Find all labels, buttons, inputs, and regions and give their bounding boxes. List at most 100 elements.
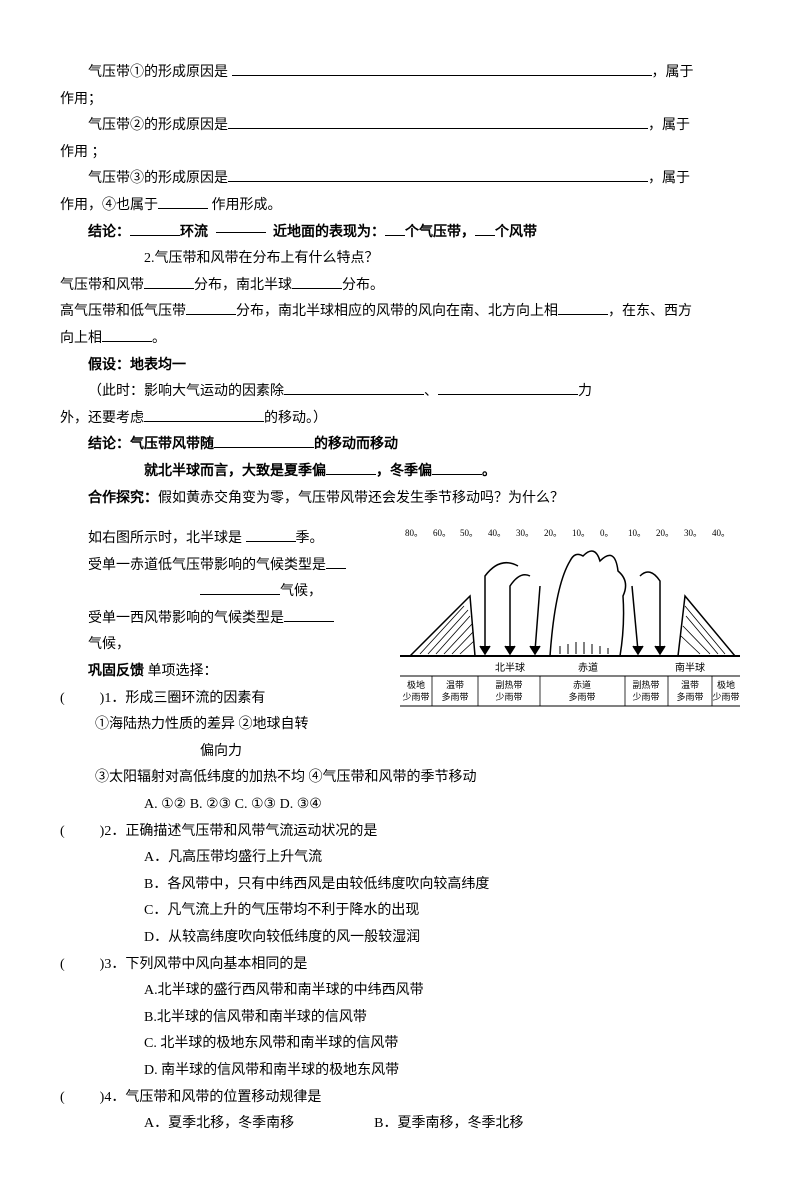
text: 2.气压带和风带在分布上有什么特点？	[144, 251, 379, 266]
blank[interactable]	[284, 621, 334, 622]
tick: 10。	[572, 528, 590, 538]
blank[interactable]	[326, 474, 376, 475]
tick: 80。	[405, 528, 423, 538]
text: 气压带和风带	[60, 278, 144, 293]
svg-text:少雨带: 少雨带	[712, 692, 739, 702]
svg-text:赤道: 赤道	[573, 679, 591, 690]
option-c[interactable]: C. 北半球的极地东风带和南半球的信风带	[144, 1036, 398, 1051]
blank[interactable]	[102, 341, 152, 342]
text: 受单一西风带影响的气候类型是	[88, 611, 284, 626]
text: 季。	[296, 531, 324, 546]
text: (	[60, 691, 65, 706]
blank[interactable]	[228, 181, 648, 182]
heading: 假设：地表均一	[88, 358, 186, 373]
blank[interactable]	[475, 235, 495, 236]
text: 作用形成。	[208, 198, 282, 213]
text: 高气压带和低气压带	[60, 304, 186, 319]
text: 单项选择：	[144, 664, 218, 679]
heading: 巩固反馈	[88, 664, 144, 679]
option: 偏向力	[200, 744, 242, 759]
blank[interactable]	[326, 568, 346, 569]
option: ③太阳辐射对高低纬度的加热不均 ④气压带和风带的季节移动	[95, 770, 477, 785]
blank[interactable]	[144, 288, 194, 289]
blank[interactable]	[228, 128, 648, 129]
blank[interactable]	[432, 474, 482, 475]
q-num: 4．气压带和风带的位置移动规律是	[104, 1090, 321, 1105]
blank[interactable]	[144, 421, 264, 422]
option-b[interactable]: B．夏季南移，冬季北移	[374, 1116, 523, 1131]
text: 的移动而移动	[314, 437, 398, 452]
dash-icon	[216, 232, 266, 233]
option-b[interactable]: B.北半球的信风带和南半球的信风带	[144, 1010, 367, 1025]
text: 气候，	[280, 584, 322, 599]
text: 气压带③的形成原因是	[88, 171, 228, 186]
text: 作用，④也属于	[60, 198, 158, 213]
svg-text:极地: 极地	[407, 679, 425, 690]
svg-text:极地: 极地	[717, 679, 735, 690]
blank[interactable]	[385, 235, 405, 236]
text: 环流	[180, 225, 208, 240]
text: （此时：影响大气运动的因素除	[88, 384, 284, 399]
option-c[interactable]: C．凡气流上升的气压带均不利于降水的出现	[144, 903, 419, 918]
text: 就北半球而言，大致是夏季偏	[144, 464, 326, 479]
text: 分布。	[342, 278, 384, 293]
tick: 20。	[656, 528, 674, 538]
choices[interactable]: A. ①② B. ②③ C. ①③ D. ③④	[144, 797, 322, 812]
tick: 30。	[684, 528, 702, 538]
text: 作用；	[60, 92, 102, 107]
svg-text:少雨带: 少雨带	[632, 692, 659, 702]
blank[interactable]	[292, 288, 342, 289]
tick: 40。	[712, 528, 730, 538]
option-d[interactable]: D. 南半球的信风带和南半球的极地东风带	[144, 1063, 399, 1078]
text: 、	[424, 384, 438, 399]
heading: 结论：	[88, 225, 130, 240]
text: 气压带①的形成原因是	[88, 65, 228, 80]
tick: 0。	[600, 528, 614, 538]
tick: 40。	[488, 528, 506, 538]
option-a[interactable]: A.北半球的盛行西风带和南半球的中纬西风带	[144, 983, 424, 998]
text: 气候，	[88, 637, 130, 652]
label: 赤道	[578, 661, 598, 674]
blank[interactable]	[438, 394, 578, 395]
blank[interactable]	[186, 314, 236, 315]
blank[interactable]	[158, 208, 208, 209]
climate-diagram: 80。 60。 50。 40。 30。 20。 10。 0。 10。 20。 3…	[400, 526, 740, 737]
tick: 50。	[460, 528, 478, 538]
label: 南半球	[675, 661, 705, 674]
text: ，在东、西方	[608, 304, 692, 319]
tick: 10。	[628, 528, 646, 538]
option: ①海陆热力性质的差异 ②地球自转	[95, 717, 309, 732]
text: 受单一赤道低气压带影响的气候类型是	[88, 558, 326, 573]
heading: 结论：气压带风带随	[88, 437, 214, 452]
blank[interactable]	[214, 447, 314, 448]
option-d[interactable]: D．从较高纬度吹向较低纬度的风一般较湿润	[144, 930, 420, 945]
heading: 合作探究：	[88, 491, 158, 506]
blank[interactable]	[284, 394, 424, 395]
text: ，属于	[652, 65, 694, 80]
option-a[interactable]: A．凡高压带均盛行上升气流	[144, 850, 322, 865]
blank[interactable]	[130, 235, 180, 236]
text: ，属于	[648, 171, 690, 186]
text: 气压带②的形成原因是	[88, 118, 228, 133]
svg-text:少雨带: 少雨带	[495, 692, 522, 702]
text: 作用 ；	[60, 145, 106, 160]
text: 外，还要考虑	[60, 411, 144, 426]
svg-text:少雨带: 少雨带	[402, 692, 429, 702]
text: 分布，南北半球	[194, 278, 292, 293]
option-b[interactable]: B．各风带中，只有中纬西风是由较低纬度吹向较高纬度	[144, 877, 489, 892]
blank[interactable]	[232, 75, 652, 76]
blank[interactable]	[558, 314, 608, 315]
text: 力	[578, 384, 592, 399]
blank[interactable]	[246, 541, 296, 542]
q-num: 1．形成三圈环流的因素有	[104, 691, 265, 706]
text: 个风带	[495, 225, 537, 240]
text: 假如黄赤交角变为零，气压带风带还会发生季节移动吗？为什么？	[158, 491, 564, 506]
svg-text:副热带: 副热带	[495, 679, 522, 690]
text: 如右图所示时，北半球是	[88, 531, 246, 546]
tick: 30。	[516, 528, 534, 538]
q-num: 3．下列风带中风向基本相同的是	[104, 957, 307, 972]
svg-text:多雨带: 多雨带	[568, 691, 595, 702]
blank[interactable]	[200, 594, 280, 595]
svg-text:多雨带: 多雨带	[441, 691, 468, 702]
option-a[interactable]: A．夏季北移，冬季南移	[144, 1116, 294, 1131]
